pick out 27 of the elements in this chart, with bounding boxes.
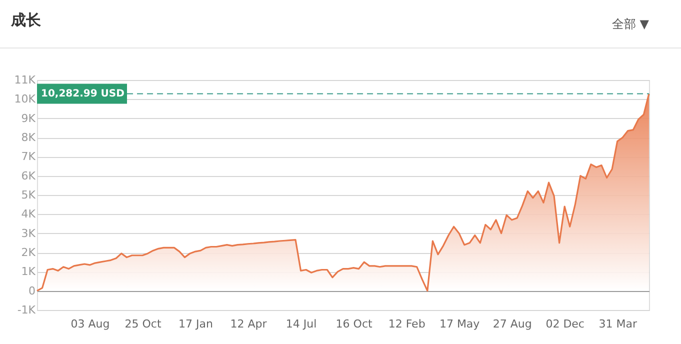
x-tick-label: 17 Jan [178,318,214,330]
y-tick-label: 7K [21,150,36,164]
x-tick-label: 12 Apr [230,318,268,330]
text: 全部 ▼ [612,17,650,31]
y-tick-label: 8K [21,131,36,144]
y-tick-label: 3K [21,226,36,240]
x-tick-label: 12 Feb [388,318,426,330]
chart-title: 成长 [10,11,42,29]
x-tick-label: 16 Oct [336,318,373,330]
y-tick-label: 10K [14,92,36,106]
y-tick-label: -1K [17,304,36,316]
y-tick-label: 2K [21,246,36,259]
y-tick-label: 1K [21,265,36,278]
ref-line-label: 10,282.99 USD [41,88,124,100]
y-tick-label: 11K [14,74,36,86]
y-tick-label: 6K [21,169,36,182]
y-tick-label: 4K [21,208,36,221]
x-tick-label: 25 Oct [124,318,162,330]
y-tick-label: 5K [21,188,36,202]
x-tick-label: 02 Dec [546,318,584,330]
x-tick-label: 14 Jul [286,318,317,330]
y-tick-label: 0 [28,284,36,298]
x-tick-label: 17 May [439,318,480,330]
x-tick-label: 27 Aug [492,318,532,330]
y-tick-label: 9K [21,112,36,125]
x-tick-label: 03 Aug [70,318,110,330]
x-tick-label: 31 Mar [598,318,638,330]
